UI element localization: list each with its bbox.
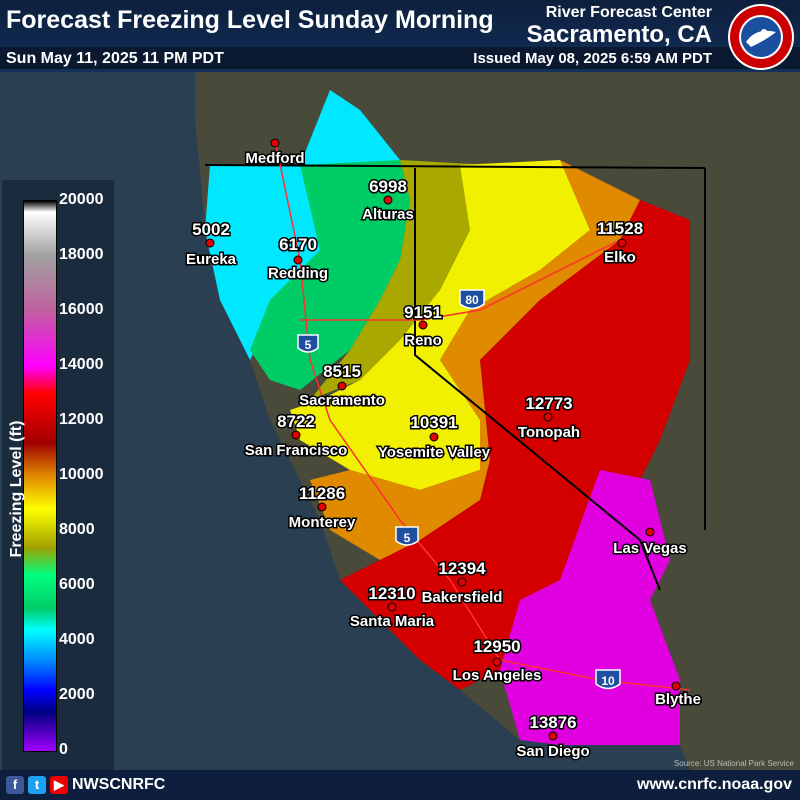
legend-tick: 16000 <box>59 301 104 318</box>
label-santa-maria: Santa Maria <box>350 613 435 630</box>
map-title: Forecast Freezing Level Sunday Morning <box>6 6 494 34</box>
label-redding: Redding <box>268 265 328 282</box>
label-san-francisco: San Francisco <box>245 442 348 459</box>
legend-panel: 20000 18000 16000 14000 12000 10000 8000… <box>2 180 114 770</box>
label-sacramento: Sacramento <box>299 392 385 409</box>
marker-yosemite <box>429 432 439 442</box>
value-tonopah: 12773 <box>525 394 572 413</box>
legend-tick: 6000 <box>59 576 95 593</box>
zone-yellow <box>290 160 590 490</box>
marker-santa-maria <box>387 602 397 612</box>
label-eureka: Eureka <box>186 251 237 268</box>
city-markers <box>205 138 681 741</box>
label-alturas: Alturas <box>362 206 414 223</box>
footer-bar: f t ▶ NWSCNRFC www.cnrfc.noaa.gov <box>0 770 800 800</box>
label-elko: Elko <box>604 249 636 266</box>
facebook-icon[interactable]: f <box>6 776 24 794</box>
label-bakersfield: Bakersfield <box>422 589 503 606</box>
marker-sacramento <box>337 381 347 391</box>
value-elko: 11528 <box>597 219 643 238</box>
label-san-diego: San Diego <box>516 743 589 760</box>
legend-tick: 12000 <box>59 411 104 428</box>
legend-tick: 4000 <box>59 631 95 648</box>
marker-san-diego <box>548 731 558 741</box>
twitter-icon[interactable]: t <box>28 776 46 794</box>
zone-orange <box>310 160 640 560</box>
legend-tick: 0 <box>59 741 68 758</box>
office-name: Sacramento, CA <box>526 21 712 48</box>
marker-alturas <box>383 195 393 205</box>
value-bakersfield: 12394 <box>438 559 486 578</box>
marker-medford <box>270 138 280 148</box>
value-monterey: 11286 <box>299 484 345 503</box>
label-yosemite: Yosemite Valley <box>378 444 491 461</box>
marker-las-vegas <box>645 527 655 537</box>
marker-reno <box>418 320 428 330</box>
marker-los-angeles <box>492 657 502 667</box>
rfc-name: River Forecast Center <box>545 4 712 21</box>
subheader-bar <box>0 47 800 69</box>
value-yosemite: 10391 <box>410 413 457 432</box>
zone-cyan <box>205 90 400 360</box>
highway-shield-5-north: 5 <box>297 334 319 353</box>
social-handle[interactable]: NWSCNRFC <box>72 776 166 793</box>
value-eureka: 5002 <box>192 220 230 239</box>
value-sacramento: 8515 <box>323 362 361 381</box>
label-monterey: Monterey <box>289 514 356 531</box>
label-las-vegas: Las Vegas <box>613 540 686 557</box>
marker-blythe <box>671 681 681 691</box>
valid-time: Sun May 11, 2025 11 PM PDT <box>6 50 224 67</box>
label-reno: Reno <box>404 332 442 349</box>
nevada-border <box>414 168 661 591</box>
youtube-icon[interactable]: ▶ <box>50 776 68 794</box>
issued-time: Issued May 08, 2025 6:59 AM PDT <box>473 50 712 67</box>
label-los-angeles: Los Angeles <box>453 667 542 684</box>
marker-elko <box>617 238 627 248</box>
marker-monterey <box>317 502 327 512</box>
legend-tick: 18000 <box>59 246 104 263</box>
highway-shield-80: 80 <box>459 289 485 310</box>
highway-shield-5-south: 5 <box>395 526 419 546</box>
legend-tick: 20000 <box>59 191 104 208</box>
marker-eureka <box>205 238 215 248</box>
zone-magenta <box>500 470 680 745</box>
legend-tick: 14000 <box>59 356 104 373</box>
value-reno: 9151 <box>404 303 442 322</box>
legend-colorbar <box>23 200 57 752</box>
label-tonopah: Tonopah <box>518 424 580 441</box>
value-santa-maria: 12310 <box>368 584 415 603</box>
nws-logo <box>728 4 794 70</box>
oregon-border <box>204 164 706 169</box>
legend-tick: 10000 <box>59 466 104 483</box>
legend-tick: 8000 <box>59 521 95 538</box>
value-redding: 6170 <box>279 235 317 254</box>
highway-shield-10: 10 <box>595 669 621 690</box>
source-credit: Source: US National Park Service <box>673 759 794 768</box>
legend-tick: 2000 <box>59 686 95 703</box>
shield-label: 10 <box>601 674 615 688</box>
value-alturas: 6998 <box>369 177 407 196</box>
marker-redding <box>293 255 303 265</box>
label-medford: Medford <box>245 150 304 167</box>
value-san-francisco: 8722 <box>277 412 315 431</box>
value-los-angeles: 12950 <box>473 637 520 656</box>
marker-bakersfield <box>457 577 467 587</box>
label-blythe: Blythe <box>655 691 701 708</box>
freezing-level-map: 5 80 5 10 5002 6998 6170 11528 9151 8515 <box>0 72 800 770</box>
shield-label: 5 <box>305 338 312 352</box>
shield-label: 80 <box>465 293 479 307</box>
marker-san-francisco <box>291 430 301 440</box>
shield-label: 5 <box>404 531 411 545</box>
legend-title: Freezing Level (ft) <box>8 420 25 558</box>
marker-tonopah <box>543 412 553 422</box>
zone-red <box>340 200 690 690</box>
zone-green <box>250 160 410 390</box>
zone-olive <box>310 160 490 400</box>
website-link[interactable]: www.cnrfc.noaa.gov <box>637 776 792 793</box>
value-san-diego: 13876 <box>529 713 576 732</box>
